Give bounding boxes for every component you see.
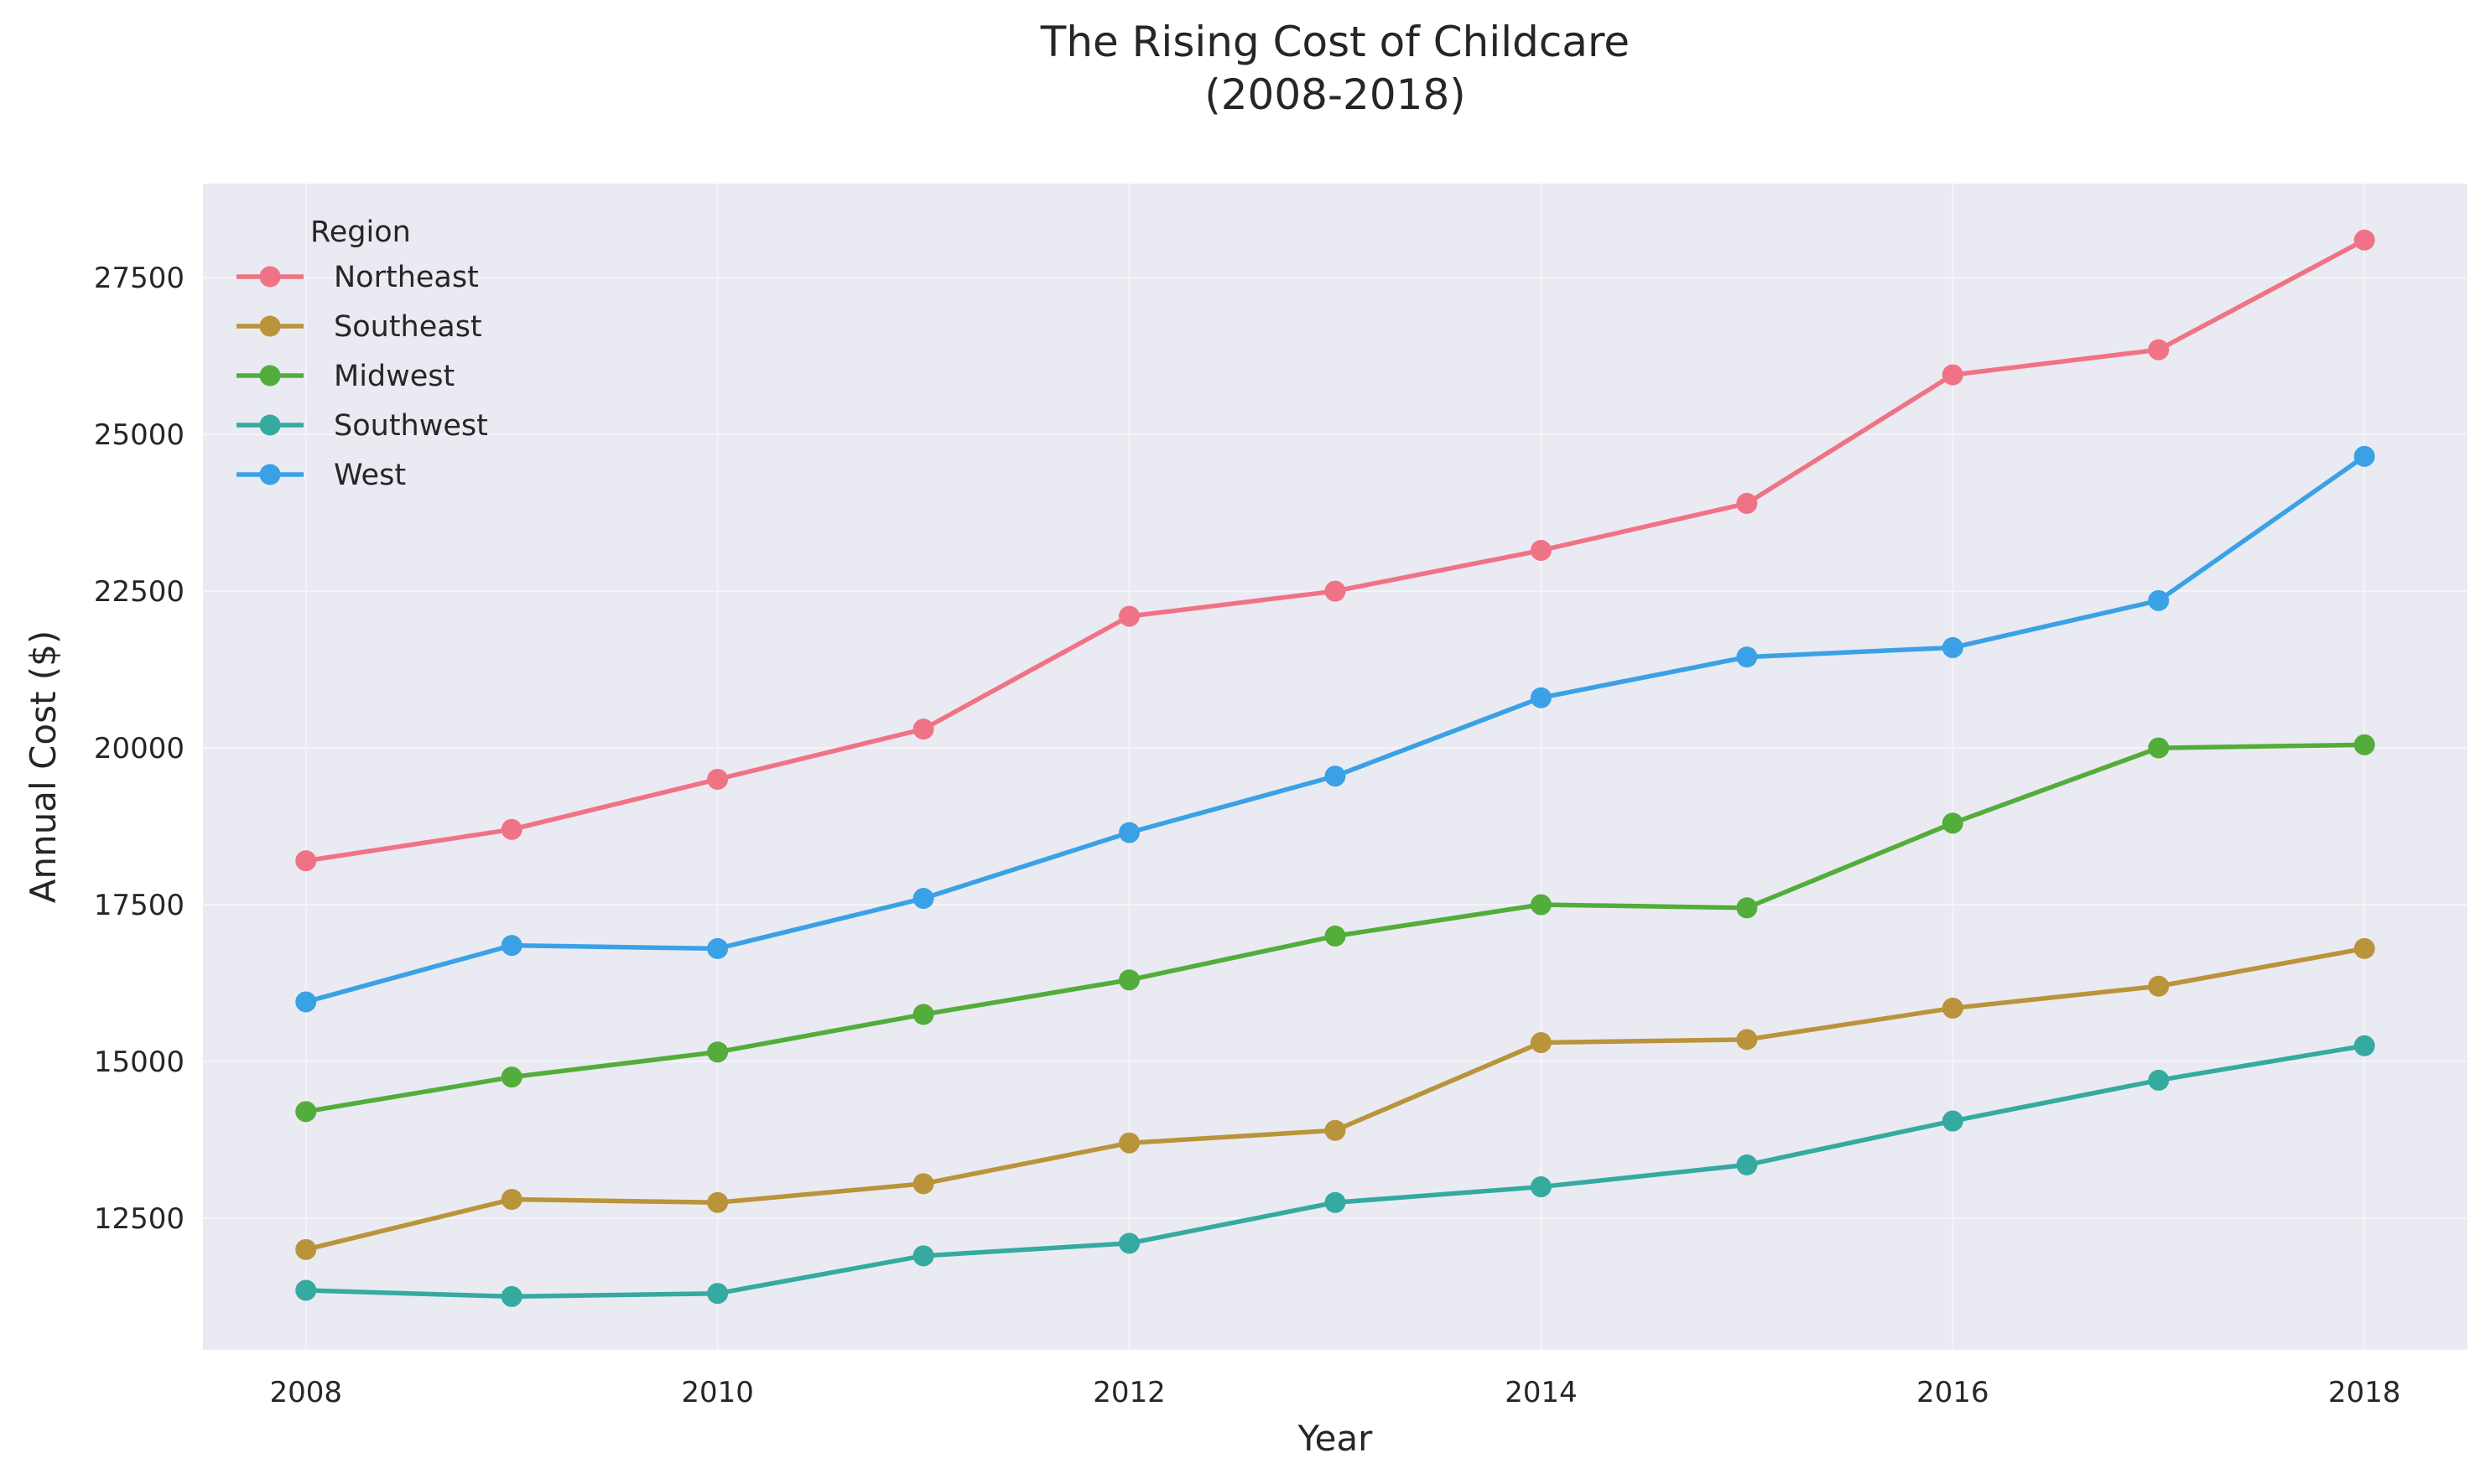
data-point: [707, 768, 729, 790]
y-tick-label: 15000: [94, 1046, 185, 1079]
series-midwest: [295, 734, 2375, 1123]
y-tick-label: 25000: [94, 418, 185, 452]
x-tick-label: 2016: [1916, 1376, 1989, 1409]
series-northeast: [295, 229, 2375, 872]
legend-swatch-marker: [259, 365, 281, 387]
series-west: [295, 445, 2375, 1013]
series-lines: [295, 229, 2375, 1307]
data-point: [1119, 1132, 1141, 1154]
data-point: [1736, 646, 1758, 668]
data-point: [1119, 1232, 1141, 1254]
legend-label: Northeast: [334, 261, 479, 294]
data-point: [1530, 687, 1552, 708]
data-point: [295, 1238, 317, 1260]
legend-swatch-marker: [259, 414, 281, 436]
data-point: [1942, 1110, 1963, 1132]
data-point: [501, 1285, 522, 1307]
y-axis-ticks: 12500 15000 17500 20000 22500 25000 27500: [94, 262, 185, 1236]
data-point: [501, 1066, 522, 1088]
data-point: [1324, 765, 1346, 787]
y-tick-label: 17500: [94, 889, 185, 922]
data-point: [1736, 492, 1758, 514]
x-tick-label: 2012: [1093, 1376, 1166, 1409]
x-tick-label: 2018: [2328, 1376, 2401, 1409]
series-southwest: [295, 1035, 2375, 1307]
y-axis-label: Annual Cost ($): [23, 630, 64, 904]
data-point: [295, 991, 317, 1013]
data-point: [1324, 925, 1346, 947]
legend: Region Northeast Southeast Midwest Southwest…: [237, 215, 488, 492]
data-point: [2353, 445, 2375, 467]
y-tick-label: 27500: [94, 262, 185, 295]
x-tick-label: 2008: [269, 1376, 342, 1409]
legend-item-southwest: Southwest: [237, 409, 488, 443]
x-tick-label: 2014: [1505, 1376, 1578, 1409]
y-tick-label: 22500: [94, 575, 185, 609]
data-point: [2148, 589, 2170, 611]
data-point: [707, 1283, 729, 1305]
data-point: [1119, 605, 1141, 627]
data-point: [707, 1191, 729, 1213]
data-point: [1324, 1119, 1346, 1141]
data-point: [1324, 1191, 1346, 1213]
data-point: [1736, 1029, 1758, 1051]
data-point: [912, 719, 934, 740]
data-point: [912, 1173, 934, 1195]
data-point: [1942, 812, 1963, 834]
legend-label: Southeast: [334, 310, 482, 344]
data-point: [1530, 1176, 1552, 1198]
legend-item-midwest: Midwest: [237, 360, 455, 393]
legend-swatch-marker: [259, 464, 281, 485]
data-point: [912, 1004, 934, 1025]
data-point: [2353, 734, 2375, 755]
legend-label: Southwest: [334, 409, 488, 443]
x-axis-ticks: 2008 2010 2012 2014 2016 2018: [269, 1376, 2400, 1409]
data-point: [2148, 1069, 2170, 1091]
data-point: [1736, 897, 1758, 919]
legend-swatch-marker: [259, 266, 281, 288]
x-tick-label: 2010: [681, 1376, 754, 1409]
data-point: [2353, 1035, 2375, 1056]
data-point: [1324, 580, 1346, 602]
legend-item-west: West: [237, 459, 406, 492]
data-point: [1119, 822, 1141, 843]
data-point: [707, 1041, 729, 1063]
legend-item-northeast: Northeast: [237, 261, 479, 294]
data-point: [2148, 339, 2170, 361]
legend-title: Region: [310, 215, 411, 249]
data-point: [1530, 1032, 1552, 1054]
legend-label: Midwest: [334, 360, 455, 393]
data-point: [2148, 975, 2170, 997]
data-point: [1530, 894, 1552, 916]
data-point: [295, 1279, 317, 1301]
chart-title: The Rising Cost of Childcare (2008-2018): [1040, 18, 1630, 119]
data-point: [1530, 539, 1552, 561]
x-axis-label: Year: [1297, 1418, 1374, 1459]
legend-item-southeast: Southeast: [237, 310, 482, 344]
data-point: [2353, 937, 2375, 959]
data-point: [1942, 636, 1963, 658]
data-point: [501, 818, 522, 840]
legend-swatch-marker: [259, 315, 281, 337]
y-tick-label: 20000: [94, 732, 185, 765]
data-point: [912, 1245, 934, 1267]
data-point: [1942, 997, 1963, 1019]
data-point: [2148, 737, 2170, 759]
legend-label: West: [334, 459, 406, 492]
data-point: [501, 1189, 522, 1211]
data-point: [295, 850, 317, 872]
data-point: [1119, 969, 1141, 991]
data-point: [912, 888, 934, 910]
data-point: [2353, 229, 2375, 251]
data-point: [501, 935, 522, 957]
data-point: [1942, 364, 1963, 386]
data-point: [707, 937, 729, 959]
data-point: [295, 1101, 317, 1123]
y-tick-label: 12500: [94, 1202, 185, 1236]
data-point: [1736, 1154, 1758, 1175]
series-southeast: [295, 937, 2375, 1260]
